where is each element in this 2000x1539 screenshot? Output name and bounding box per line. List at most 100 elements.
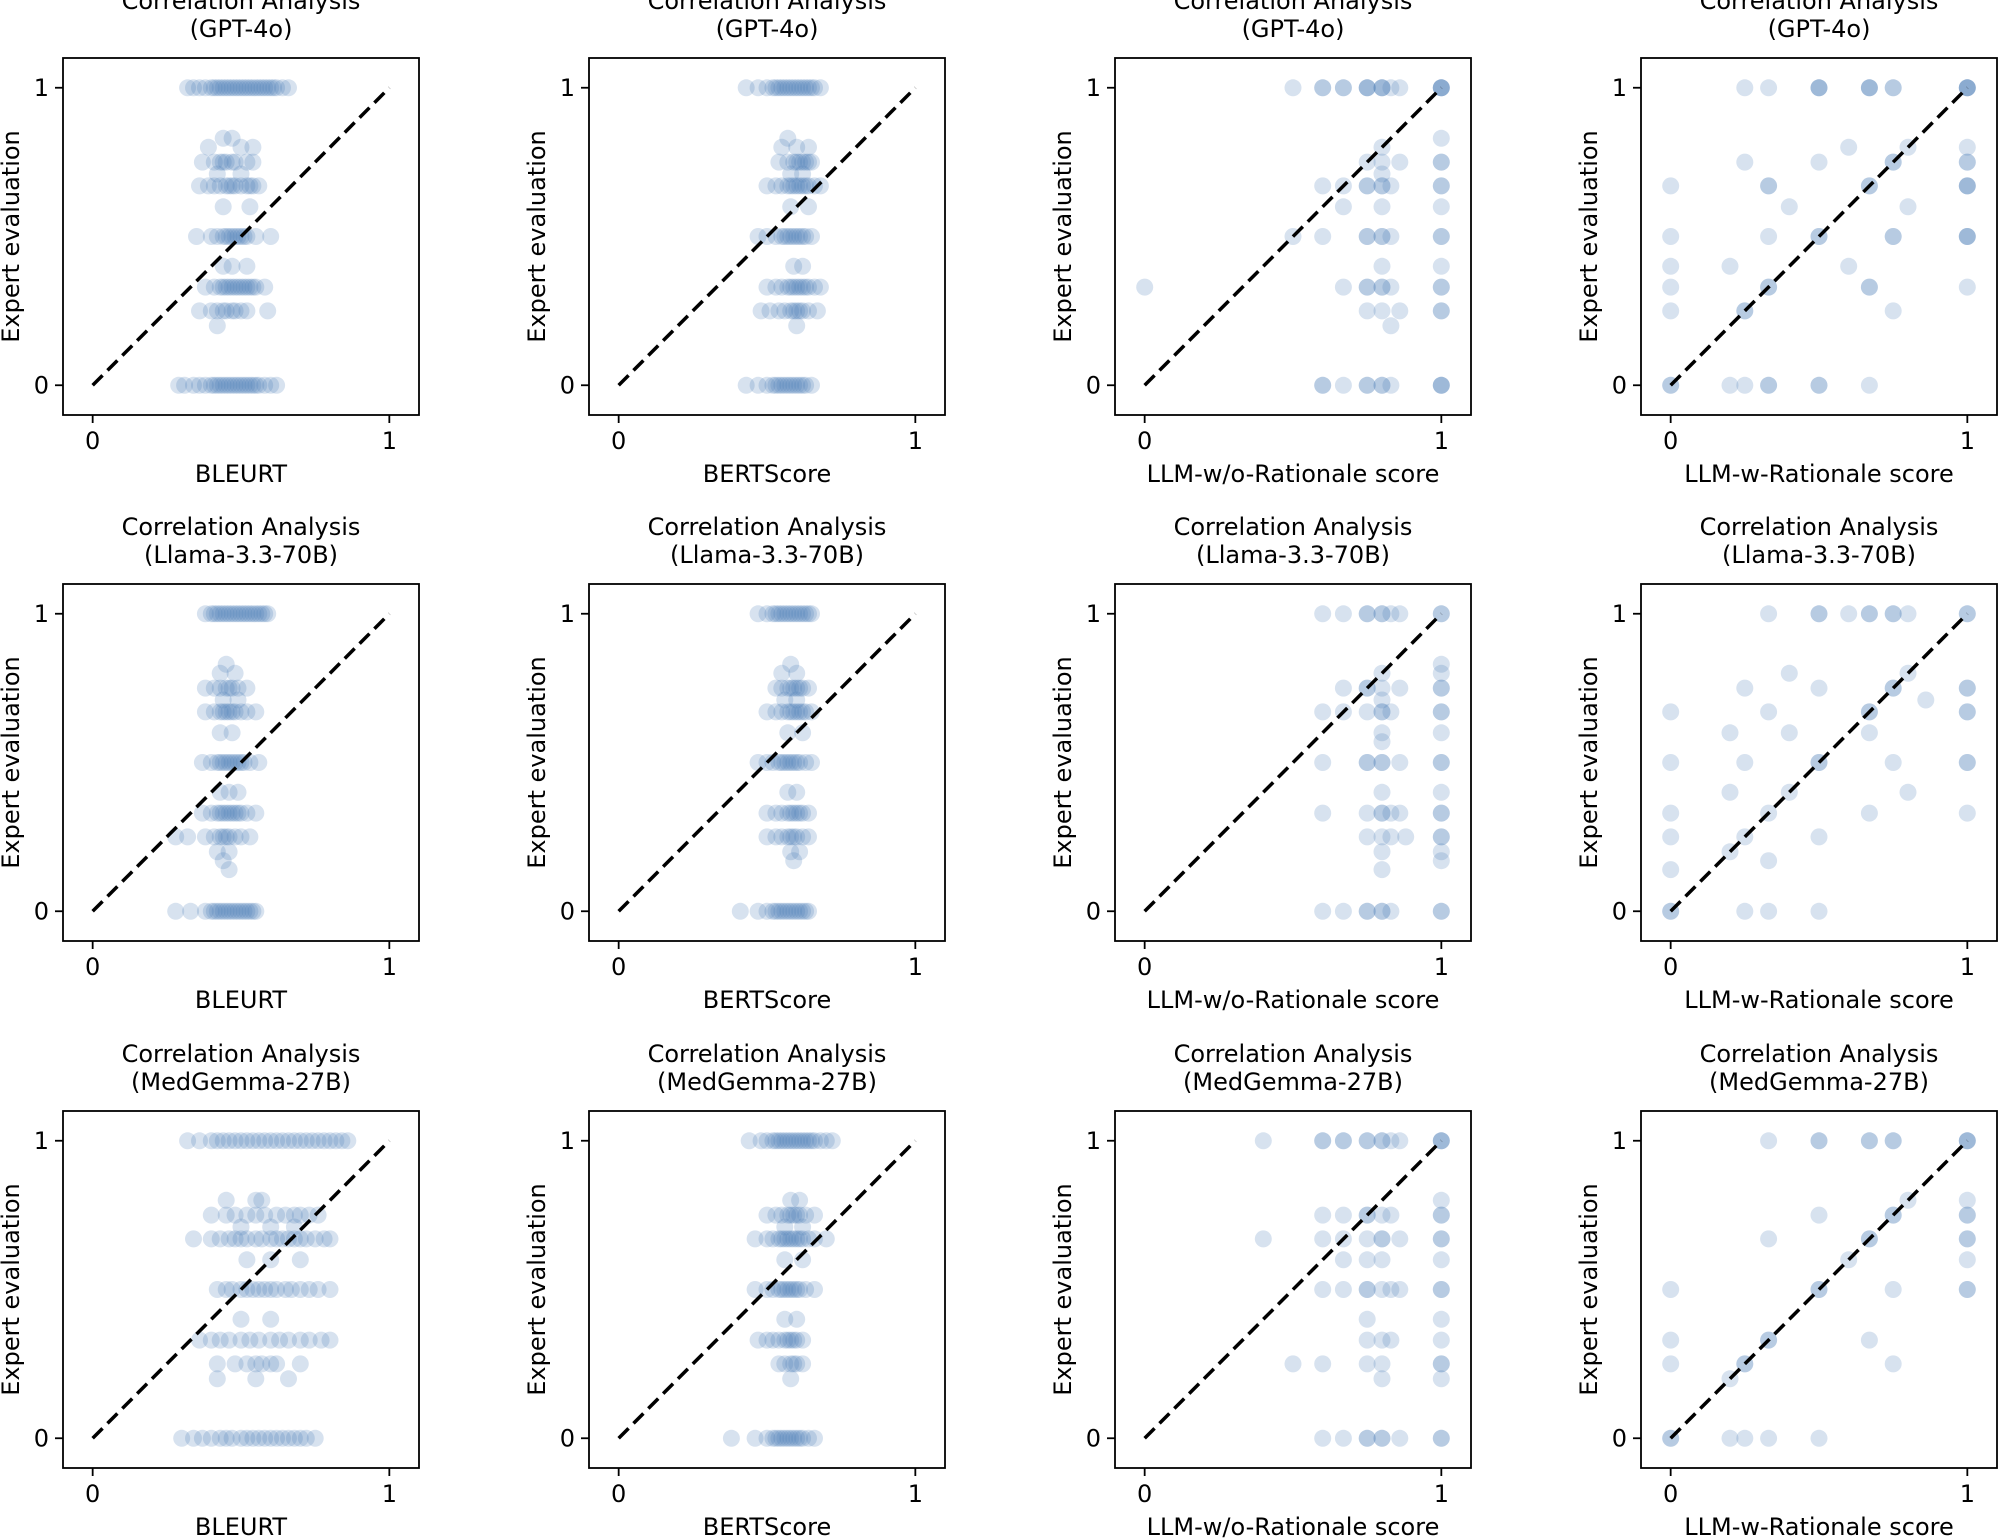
scatter-point (1334, 278, 1352, 296)
scatter-point (223, 754, 241, 771)
scatter-point (208, 1281, 226, 1298)
scatter-point (185, 79, 202, 97)
scatter-point (794, 228, 812, 245)
chart-subtitle: (MedGemma-27B) (131, 1068, 351, 1096)
x-tick-label: 0 (85, 427, 100, 455)
scatter-point (1860, 1132, 1878, 1150)
scatter-point (761, 302, 779, 320)
scatter-point (785, 228, 803, 245)
scatter-point (1760, 1429, 1778, 1447)
scatter-point (1358, 804, 1376, 822)
scatter-point (1373, 376, 1391, 394)
scatter-point (1884, 228, 1902, 245)
y-tick-label: 1 (1086, 1127, 1101, 1155)
scatter-point (1860, 804, 1878, 822)
scatter-point (205, 902, 223, 920)
scatter-point (782, 828, 800, 846)
scatter-point (185, 1230, 202, 1248)
scatter-point (1958, 679, 1976, 697)
scatter-point (1810, 605, 1828, 623)
scatter-point (788, 754, 806, 771)
scatter-point (1432, 1206, 1450, 1224)
scatter-point (244, 138, 262, 156)
diagonal-reference-line (91, 612, 391, 913)
plot-frame (588, 1110, 946, 1469)
scatter-point (220, 804, 238, 822)
scatter-point (764, 376, 782, 394)
scatter-point (217, 655, 235, 673)
scatter-point (1958, 177, 1976, 195)
chart-subtitle: (Llama-3.3-70B) (144, 541, 338, 569)
scatter-point (291, 1355, 309, 1373)
scatter-points (170, 79, 297, 394)
scatter-point (235, 376, 253, 394)
scatter-point (211, 724, 229, 742)
scatter-point (247, 278, 265, 296)
scatter-point (1780, 198, 1798, 216)
scatter-point (811, 1132, 829, 1150)
scatter-point (785, 1206, 803, 1224)
x-axis-label: BLEURT (195, 1513, 287, 1539)
scatter-point (211, 804, 229, 822)
scatter-point (782, 376, 800, 394)
scatter-point (327, 1132, 345, 1150)
scatter-point (309, 1132, 327, 1150)
scatter-point (1314, 804, 1332, 822)
scatter-point (1314, 79, 1332, 97)
scatter-point (803, 228, 820, 245)
scatter-point (788, 1429, 806, 1447)
scatter-point (211, 754, 229, 771)
scatter-point (785, 1132, 803, 1150)
scatter-point (208, 302, 226, 320)
scatter-point (767, 1132, 785, 1150)
scatter-point (202, 228, 220, 245)
scatter-point (250, 376, 268, 394)
scatter-point (800, 138, 817, 156)
plot-frame (1114, 583, 1472, 942)
scatter-point (202, 804, 220, 822)
scatter-point (1860, 1132, 1878, 1150)
scatter-point (232, 902, 250, 920)
scatter-point (232, 1429, 250, 1447)
scatter-point (247, 804, 265, 822)
y-tick-label: 0 (1612, 1424, 1627, 1452)
scatter-point (1358, 79, 1376, 97)
scatter-point (1958, 278, 1976, 296)
scatter-point (238, 902, 256, 920)
scatter-point (208, 79, 226, 97)
scatter-point (220, 843, 238, 861)
scatter-point (244, 153, 262, 171)
scatter-point (217, 79, 235, 97)
scatter-point (211, 278, 229, 296)
scatter-points (167, 605, 277, 920)
scatter-point (202, 1429, 220, 1447)
scatter-point (238, 1251, 256, 1269)
scatter-point (767, 605, 785, 623)
diagonal-reference-line (1669, 1139, 1969, 1440)
x-tick-label: 1 (382, 1480, 397, 1508)
scatter-point (788, 376, 806, 394)
scatter-point (268, 1281, 286, 1298)
scatter-point (1334, 902, 1352, 920)
scatter-point (788, 1132, 806, 1150)
scatter-point (280, 1331, 297, 1349)
scatter-point (797, 902, 815, 920)
scatter-point (1382, 828, 1400, 846)
scatter-point (770, 605, 788, 623)
scatter-point (1382, 605, 1400, 623)
scatter-point (1432, 804, 1450, 822)
scatter-point (1432, 257, 1450, 275)
scatter-point (208, 1132, 226, 1150)
scatter-point (229, 605, 247, 623)
scatter-point (1721, 376, 1739, 394)
subplot-2: Correlation Analysis(GPT-4o) 0 0 1 1 BERTScor… (523, 0, 946, 488)
scatter-point (1432, 902, 1450, 920)
scatter-point (280, 1370, 297, 1388)
scatter-point (1432, 664, 1450, 682)
scatter-point (1373, 228, 1391, 245)
scatter-point (1373, 605, 1391, 623)
scatter-point (205, 605, 223, 623)
scatter-point (244, 177, 262, 195)
x-axis-label: LLM-w-Rationale score (1684, 986, 1953, 1014)
scatter-point (1958, 1251, 1976, 1269)
